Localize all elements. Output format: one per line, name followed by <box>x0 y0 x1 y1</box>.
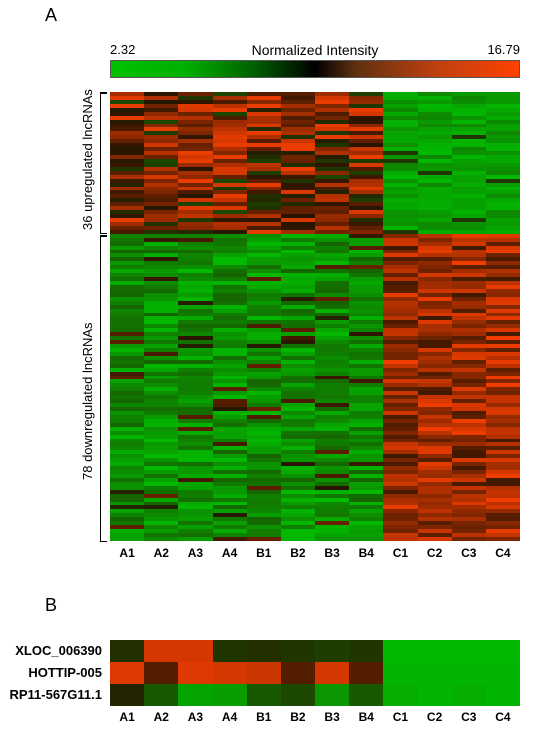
column-label: A2 <box>144 710 178 724</box>
column-labels: A1A2A3A4B1B2B3B4C1C2C3C4 <box>110 546 520 560</box>
row-label: RP11-567G11.1 <box>0 687 102 702</box>
heatmap-cell <box>315 684 349 706</box>
heatmap-cell <box>349 662 383 684</box>
group-label: 78 downregulated lncRNAs <box>80 322 95 480</box>
heatmap-grid <box>110 92 520 542</box>
heatmap-cell <box>452 684 486 706</box>
column-label: C2 <box>418 546 452 560</box>
column-label: C1 <box>383 710 417 724</box>
column-label: C4 <box>486 546 520 560</box>
heatmap-cell <box>144 537 178 541</box>
group-bracket <box>100 235 101 542</box>
heatmap-cell <box>486 537 520 541</box>
heatmap-cell <box>178 662 212 684</box>
colorbar-gradient <box>110 60 520 78</box>
heatmap-cell <box>110 640 144 662</box>
column-label: A3 <box>178 710 212 724</box>
heatmap-cell <box>418 684 452 706</box>
row-label: HOTTIP-005 <box>0 665 102 680</box>
heatmap-cell <box>144 662 178 684</box>
column-label: A4 <box>213 710 247 724</box>
heatmap-cell <box>383 662 417 684</box>
heatmap-cell <box>452 537 486 541</box>
group-bracket <box>100 92 101 234</box>
heatmap-cell <box>281 684 315 706</box>
panel-label: B <box>45 595 57 616</box>
heatmap-cell <box>349 684 383 706</box>
column-labels: A1A2A3A4B1B2B3B4C1C2C3C4 <box>110 710 520 724</box>
heatmap-cell <box>383 640 417 662</box>
heatmap-cell <box>349 640 383 662</box>
heatmap-cell <box>247 640 281 662</box>
row-label: XLOC_006390 <box>0 643 102 658</box>
heatmap-cell <box>281 640 315 662</box>
heatmap-cell <box>315 537 349 541</box>
column-label: A1 <box>110 546 144 560</box>
column-label: A3 <box>178 546 212 560</box>
heatmap-cell <box>110 684 144 706</box>
colorbar-min: 2.32 <box>110 42 135 57</box>
heatmap-cell <box>213 662 247 684</box>
column-label: C3 <box>452 546 486 560</box>
heatmap-cell <box>213 640 247 662</box>
group-label: 36 upregulated lncRNAs <box>80 89 95 230</box>
heatmap-cell <box>178 684 212 706</box>
heatmap-cell <box>144 684 178 706</box>
heatmap-cell <box>486 640 520 662</box>
column-label: A2 <box>144 546 178 560</box>
heatmap-cell <box>418 640 452 662</box>
heatmap-cell <box>213 537 247 541</box>
heatmap-cell <box>452 640 486 662</box>
column-label: B1 <box>247 546 281 560</box>
column-label: B1 <box>247 710 281 724</box>
heatmap-cell <box>418 662 452 684</box>
heatmap-cell <box>383 537 417 541</box>
heatmap-cell <box>247 684 281 706</box>
column-label: B4 <box>349 710 383 724</box>
heatmap-cell <box>418 537 452 541</box>
column-label: B4 <box>349 546 383 560</box>
column-label: B2 <box>281 710 315 724</box>
column-label: B3 <box>315 546 349 560</box>
heatmap-cell <box>178 640 212 662</box>
panel-label: A <box>45 5 57 26</box>
heatmap-cell <box>110 537 144 541</box>
heatmap <box>110 92 520 542</box>
heatmap-cell <box>383 684 417 706</box>
column-label: C1 <box>383 546 417 560</box>
heatmap-cell <box>486 662 520 684</box>
heatmap-cell <box>486 684 520 706</box>
heatmap-cell <box>315 662 349 684</box>
heatmap-cell <box>247 662 281 684</box>
column-label: A4 <box>213 546 247 560</box>
heatmap-cell <box>452 662 486 684</box>
heatmap-grid <box>110 640 520 706</box>
heatmap-cell <box>178 537 212 541</box>
heatmap-cell <box>213 684 247 706</box>
column-label: C3 <box>452 710 486 724</box>
column-label: B2 <box>281 546 315 560</box>
column-label: B3 <box>315 710 349 724</box>
heatmap-cell <box>110 662 144 684</box>
colorbar-title: Normalized Intensity <box>110 42 520 58</box>
colorbar-max: 16.79 <box>487 42 520 57</box>
heatmap-cell <box>281 537 315 541</box>
column-label: C4 <box>486 710 520 724</box>
heatmap-cell <box>349 537 383 541</box>
heatmap-cell <box>281 662 315 684</box>
column-label: C2 <box>418 710 452 724</box>
heatmap <box>110 640 520 706</box>
column-label: A1 <box>110 710 144 724</box>
heatmap-cell <box>315 640 349 662</box>
heatmap-cell <box>144 640 178 662</box>
colorbar: Normalized Intensity2.32 16.79 <box>110 42 520 78</box>
heatmap-cell <box>247 537 281 541</box>
